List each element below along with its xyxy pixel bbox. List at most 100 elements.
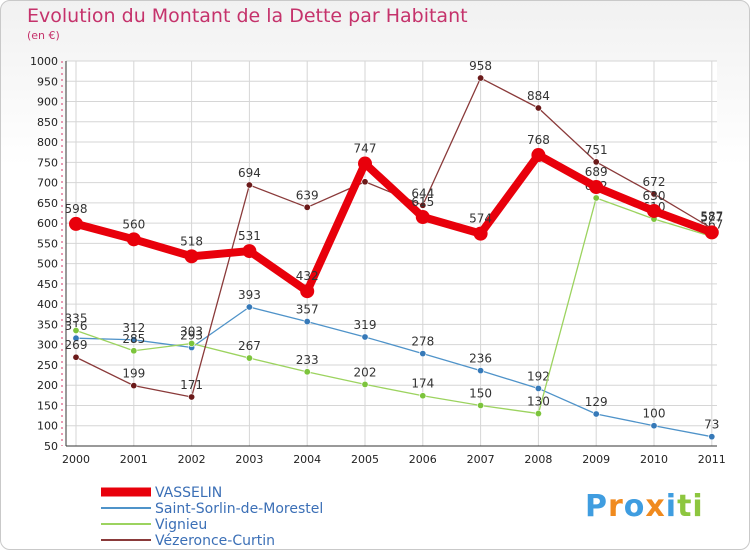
data-label: 630 <box>643 189 666 203</box>
logo-letter: o <box>623 489 646 524</box>
data-label: 100 <box>643 407 666 421</box>
y-tick-label: 550 <box>37 237 58 250</box>
data-label: 269 <box>65 338 88 352</box>
data-point <box>130 347 138 355</box>
y-tick-label: 850 <box>37 116 58 129</box>
y-tick-label: 950 <box>37 75 58 88</box>
series-line <box>75 197 713 415</box>
data-point <box>415 210 430 225</box>
data-label: 316 <box>65 319 88 333</box>
data-point <box>650 422 658 430</box>
data-label: 884 <box>527 89 550 103</box>
logo-letter: i <box>692 489 704 524</box>
data-point <box>303 318 311 326</box>
data-label: 278 <box>411 335 434 349</box>
data-label: 577 <box>700 210 723 224</box>
data-point <box>704 225 719 240</box>
data-point <box>531 148 546 163</box>
data-point <box>300 284 315 299</box>
data-point <box>592 194 600 202</box>
y-tick-label: 900 <box>37 96 58 109</box>
x-tick-label: 2009 <box>582 453 610 466</box>
data-point <box>647 203 661 218</box>
x-tick-label: 2002 <box>178 453 206 466</box>
data-point <box>473 226 488 241</box>
data-label: 174 <box>411 377 434 391</box>
y-tick-label: 500 <box>37 258 58 271</box>
x-tick-label: 2011 <box>698 453 726 466</box>
y-tick-label: 450 <box>37 278 58 291</box>
logo-letter: t <box>677 489 693 524</box>
data-label: 236 <box>469 352 492 366</box>
data-label: 312 <box>122 321 145 335</box>
data-label: 432 <box>296 269 319 283</box>
data-point <box>477 74 485 82</box>
data-point <box>126 232 141 247</box>
y-tick-label: 650 <box>37 197 58 210</box>
data-point <box>245 354 253 362</box>
data-point <box>303 368 311 376</box>
data-point <box>419 350 427 358</box>
chart-title: Evolution du Montant de la Dette par Hab… <box>27 5 468 27</box>
data-point <box>188 393 196 401</box>
data-label: 202 <box>354 365 377 379</box>
data-point <box>130 336 138 344</box>
data-point <box>358 156 372 171</box>
data-point <box>72 326 80 334</box>
data-label: 130 <box>527 395 550 409</box>
data-point <box>361 380 369 388</box>
data-label: 518 <box>180 234 203 248</box>
data-label: 293 <box>180 329 203 343</box>
y-tick-label: 150 <box>37 399 58 412</box>
y-tick-label: 700 <box>37 177 58 190</box>
logo-letter: P <box>585 489 608 524</box>
y-tick-label: 800 <box>37 136 58 149</box>
logo-letter: r <box>608 489 624 524</box>
data-point <box>592 410 600 418</box>
logo-letter: x <box>645 489 666 524</box>
data-label: 129 <box>585 395 608 409</box>
data-label: 644 <box>411 186 434 200</box>
x-tick-label: 2008 <box>524 453 552 466</box>
data-label: 199 <box>122 367 145 381</box>
x-tick-label: 2001 <box>120 453 148 466</box>
legend-label: Vignieu <box>155 517 207 533</box>
legend-label: Vézeronce-Curtin <box>155 533 275 549</box>
data-label: 531 <box>238 229 261 243</box>
data-label: 73 <box>704 418 719 432</box>
data-label: 303 <box>180 324 203 338</box>
data-point <box>534 384 542 392</box>
data-point <box>188 339 196 347</box>
data-label: 560 <box>122 217 145 231</box>
data-label: 598 <box>65 202 88 216</box>
x-tick-label: 2007 <box>467 453 495 466</box>
series-1: 316 312 293 393 357 319 278 236 192 129 100 73 <box>65 288 719 441</box>
data-point <box>72 334 80 342</box>
data-point <box>72 353 80 361</box>
data-point <box>245 181 253 189</box>
data-point <box>245 303 253 311</box>
series-line <box>75 306 713 438</box>
logo-letter: i <box>665 489 678 524</box>
grid <box>66 60 717 447</box>
data-point <box>361 333 369 341</box>
data-label: 285 <box>122 332 145 346</box>
y-tick-label: 50 <box>44 440 58 453</box>
data-point <box>650 190 658 198</box>
data-label: 689 <box>585 165 608 179</box>
data-label: 267 <box>238 339 261 353</box>
data-point <box>592 158 600 166</box>
data-point <box>419 201 427 209</box>
proxiti-logo: Proxiti <box>585 489 704 524</box>
x-tick-label: 2004 <box>293 453 321 466</box>
data-label: 587 <box>700 209 723 223</box>
data-point <box>69 216 83 231</box>
x-tick-label: 2000 <box>62 453 90 466</box>
data-label: 574 <box>469 212 492 226</box>
data-label: 393 <box>238 288 261 302</box>
data-label: 319 <box>354 318 377 332</box>
data-label: 672 <box>643 175 666 189</box>
data-label: 747 <box>354 142 377 156</box>
